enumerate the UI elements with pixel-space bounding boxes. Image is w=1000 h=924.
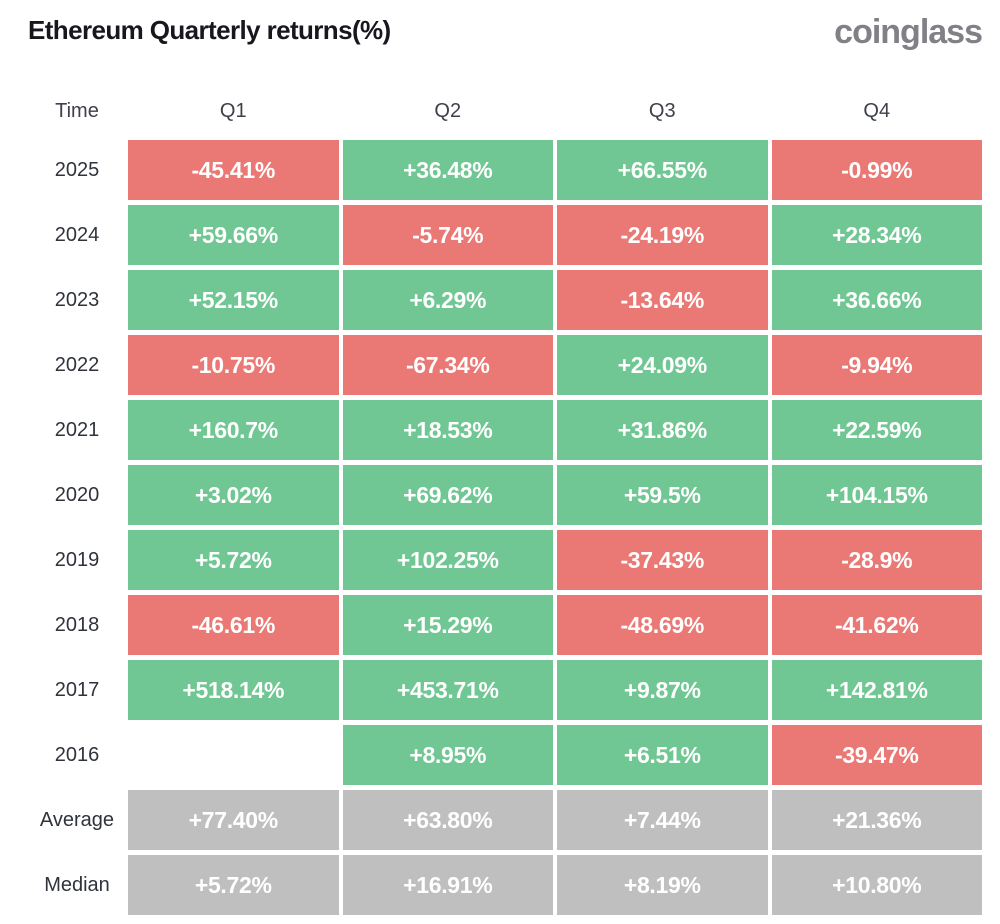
cell-2018-q1: -46.61% xyxy=(128,595,339,655)
cell-2021-q1: +160.7% xyxy=(128,400,339,460)
cell-2024-q1: +59.66% xyxy=(128,205,339,265)
table-body: 2025 -45.41% +36.48% +66.55% -0.99% 2024 +59.6… xyxy=(0,140,982,915)
cell-2025-q2: +36.48% xyxy=(342,140,553,200)
cell-2021-q3: +31.86% xyxy=(557,400,768,460)
cell-median-q2: +16.91% xyxy=(342,855,553,915)
cell-2019-q2: +102.25% xyxy=(342,530,553,590)
table-row-2020: 2020 +3.02% +69.62% +59.5% +104.15% xyxy=(0,465,982,525)
cell-2023-q4: +36.66% xyxy=(771,270,982,330)
coinglass-logo: coinglass xyxy=(834,13,983,51)
row-label: 2023 xyxy=(54,288,100,311)
row-label: 2021 xyxy=(54,418,100,441)
row-label: 2020 xyxy=(54,483,100,506)
column-header-q1: Q1 xyxy=(219,99,247,122)
title-bar: Ethereum Quarterly returns(%) coinglass xyxy=(0,0,1000,64)
cell-2025-q3: +66.55% xyxy=(557,140,768,200)
cell-2023-q1: +52.15% xyxy=(128,270,339,330)
table-row-2024: 2024 +59.66% -5.74% -24.19% +28.34% xyxy=(0,205,982,265)
cell-2023-q2: +6.29% xyxy=(342,270,553,330)
cell-2024-q2: -5.74% xyxy=(342,205,553,265)
cell-2022-q2: -67.34% xyxy=(342,335,553,395)
cell-2020-q1: +3.02% xyxy=(128,465,339,525)
cell-2018-q4: -41.62% xyxy=(771,595,982,655)
cell-2016-q4: -39.47% xyxy=(771,725,982,785)
cell-average-q3: +7.44% xyxy=(557,790,768,850)
cell-2022-q3: +24.09% xyxy=(557,335,768,395)
table-row-2025: 2025 -45.41% +36.48% +66.55% -0.99% xyxy=(0,140,982,200)
column-header-q2: Q2 xyxy=(434,99,462,122)
cell-2022-q1: -10.75% xyxy=(128,335,339,395)
row-label: 2022 xyxy=(54,353,100,376)
cell-2017-q2: +453.71% xyxy=(342,660,553,720)
row-label: Median xyxy=(44,873,110,896)
table-row-2021: 2021 +160.7% +18.53% +31.86% +22.59% xyxy=(0,400,982,460)
cell-2016-q2: +8.95% xyxy=(342,725,553,785)
column-header-q3: Q3 xyxy=(648,99,676,122)
cell-2020-q4: +104.15% xyxy=(771,465,982,525)
table-header-row: Time Q1 Q2 Q3 Q4 xyxy=(0,97,982,125)
row-label: 2018 xyxy=(54,613,100,636)
cell-average-q1: +77.40% xyxy=(128,790,339,850)
table-row-2018: 2018 -46.61% +15.29% -48.69% -41.62% xyxy=(0,595,982,655)
row-label: 2024 xyxy=(54,223,100,246)
cell-2018-q3: -48.69% xyxy=(557,595,768,655)
table-row-median: Median +5.72% +16.91% +8.19% +10.80% xyxy=(0,855,982,915)
cell-2019-q4: -28.9% xyxy=(771,530,982,590)
table-row-2017: 2017 +518.14% +453.71% +9.87% +142.81% xyxy=(0,660,982,720)
cell-2016-q3: +6.51% xyxy=(557,725,768,785)
column-header-time: Time xyxy=(55,99,99,122)
cell-2019-q1: +5.72% xyxy=(128,530,339,590)
cell-average-q4: +21.36% xyxy=(771,790,982,850)
table-row-2016: 2016 +8.95% +6.51% -39.47% xyxy=(0,725,982,785)
cell-2017-q4: +142.81% xyxy=(771,660,982,720)
cell-2023-q3: -13.64% xyxy=(557,270,768,330)
returns-table: Time Q1 Q2 Q3 Q4 2025 -45.41% +36.48% +66.55% -0… xyxy=(0,97,982,915)
cell-2016-q1 xyxy=(128,725,339,785)
cell-2018-q2: +15.29% xyxy=(342,595,553,655)
row-label: 2017 xyxy=(54,678,100,701)
cell-2021-q4: +22.59% xyxy=(771,400,982,460)
cell-average-q2: +63.80% xyxy=(342,790,553,850)
table-row-average: Average +77.40% +63.80% +7.44% +21.36% xyxy=(0,790,982,850)
cell-median-q3: +8.19% xyxy=(557,855,768,915)
row-label: 2019 xyxy=(54,548,100,571)
page-title: Ethereum Quarterly returns(%) xyxy=(28,15,391,45)
cell-median-q4: +10.80% xyxy=(771,855,982,915)
row-label: 2016 xyxy=(54,743,100,766)
cell-2017-q3: +9.87% xyxy=(557,660,768,720)
cell-2025-q4: -0.99% xyxy=(771,140,982,200)
row-label: Average xyxy=(39,808,115,831)
table-row-2023: 2023 +52.15% +6.29% -13.64% +36.66% xyxy=(0,270,982,330)
cell-2017-q1: +518.14% xyxy=(128,660,339,720)
table-row-2022: 2022 -10.75% -67.34% +24.09% -9.94% xyxy=(0,335,982,395)
cell-2024-q3: -24.19% xyxy=(557,205,768,265)
cell-2024-q4: +28.34% xyxy=(771,205,982,265)
table-row-2019: 2019 +5.72% +102.25% -37.43% -28.9% xyxy=(0,530,982,590)
cell-2019-q3: -37.43% xyxy=(557,530,768,590)
cell-2020-q3: +59.5% xyxy=(557,465,768,525)
row-label: 2025 xyxy=(54,158,100,181)
cell-median-q1: +5.72% xyxy=(128,855,339,915)
cell-2022-q4: -9.94% xyxy=(771,335,982,395)
cell-2020-q2: +69.62% xyxy=(342,465,553,525)
column-header-q4: Q4 xyxy=(863,99,891,122)
cell-2025-q1: -45.41% xyxy=(128,140,339,200)
cell-2021-q2: +18.53% xyxy=(342,400,553,460)
